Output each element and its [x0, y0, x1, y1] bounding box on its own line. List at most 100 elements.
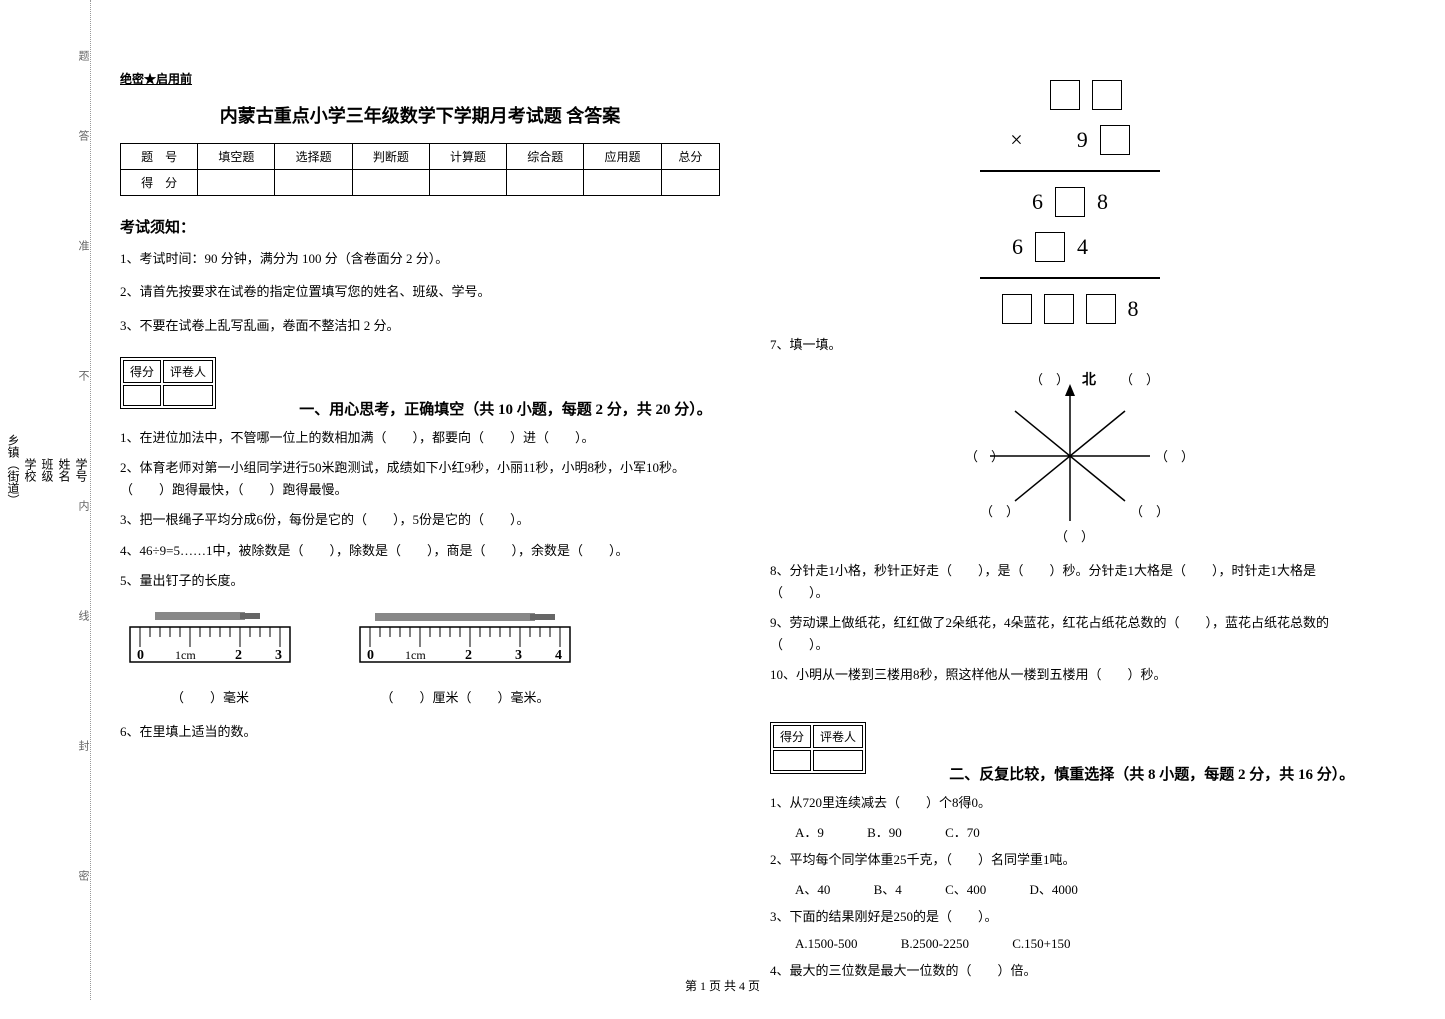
binding-field: 班级 — [39, 458, 56, 482]
table-header: 选择题 — [275, 144, 352, 170]
exam-title: 内蒙古重点小学三年级数学下学期月考试题 含答案 — [120, 102, 720, 128]
page-footer: 第 1 页 共 4 页 — [685, 977, 760, 994]
ruler-icon: 0 1cm 2 3 4 — [350, 607, 580, 677]
table-row: 题 号 填空题 选择题 判断题 计算题 综合题 应用题 总分 — [121, 144, 720, 170]
svg-text:3: 3 — [275, 648, 282, 663]
binding-marker: 密 — [75, 870, 91, 881]
notice-item: 1、考试时间：90 分钟，满分为 100 分（含卷面分 2 分）。 — [120, 247, 720, 270]
mult-row: 6 4 — [1012, 232, 1088, 262]
blank-box — [1092, 80, 1122, 110]
table-cell — [661, 170, 719, 196]
choice: C、400 — [945, 879, 986, 898]
grader-reviewer: 评卷人 — [163, 360, 213, 383]
ruler-answer: （ ）毫米 — [120, 687, 300, 706]
svg-text:（ ）: （ ） — [965, 449, 1004, 464]
choice-row: A．9 B．90 C．70 — [795, 822, 1370, 841]
table-cell — [352, 170, 429, 196]
ruler-container: 0 1cm 2 3 （ ）毫米 — [120, 607, 720, 706]
svg-text:（ ）: （ ） — [980, 504, 1019, 519]
question: 3、下面的结果刚好是250的是（ ）。 — [770, 906, 1370, 928]
choice: A．9 — [795, 822, 824, 841]
mult-sign: × — [1010, 127, 1022, 153]
choice: B、4 — [874, 879, 902, 898]
divider-line — [980, 170, 1160, 172]
choice: A、40 — [795, 879, 830, 898]
table-header: 总分 — [661, 144, 719, 170]
binding-marker: 准 — [75, 240, 91, 251]
binding-marker: 内 — [75, 500, 91, 511]
right-column: × 9 6 8 6 4 8 7、 — [770, 70, 1370, 990]
mult-digit: 8 — [1097, 189, 1108, 215]
blank-box — [1086, 294, 1116, 324]
mult-digit: 6 — [1012, 234, 1023, 260]
section-title: 二、反复比较，慎重选择（共 8 小题，每题 2 分，共 16 分）。 — [949, 763, 1354, 784]
table-header: 题 号 — [121, 144, 198, 170]
table-cell — [584, 170, 661, 196]
choice: A.1500-500 — [795, 936, 857, 952]
choice: B．90 — [867, 822, 902, 841]
svg-text:4: 4 — [555, 648, 562, 663]
table-header: 综合题 — [507, 144, 584, 170]
confidential-mark: 绝密★启用前 — [120, 70, 720, 87]
mult-row: × 9 — [1010, 125, 1129, 155]
table-cell: 得 分 — [121, 170, 198, 196]
binding-field: 姓名 — [56, 458, 73, 482]
table-cell — [507, 170, 584, 196]
blank-box — [1055, 187, 1085, 217]
question: 4、46÷9=5……1中，被除数是（ ），除数是（ ），商是（ ），余数是（ ）… — [120, 540, 720, 562]
svg-text:（ ）: （ ） — [1155, 449, 1194, 464]
svg-text:（ ）: （ ） — [1130, 504, 1169, 519]
svg-text:（ ）: （ ） — [1120, 372, 1159, 387]
mult-digit: 6 — [1032, 189, 1043, 215]
svg-text:2: 2 — [465, 648, 472, 663]
binding-marker: 答 — [75, 130, 91, 141]
table-cell — [198, 170, 275, 196]
mult-row: 8 — [1002, 294, 1139, 324]
mult-digit: 9 — [1077, 127, 1088, 153]
multiplication-diagram: × 9 6 8 6 4 8 — [945, 80, 1195, 324]
binding-marker: 不 — [75, 370, 91, 381]
grader-score: 得分 — [773, 725, 811, 748]
question: 5、量出钉子的长度。 — [120, 570, 720, 592]
choice: D、4000 — [1029, 879, 1077, 898]
section-title: 一、用心思考，正确填空（共 10 小题，每题 2 分，共 20 分）。 — [299, 398, 712, 419]
svg-text:（ ）: （ ） — [1030, 372, 1069, 387]
ruler-block: 0 1cm 2 3 （ ）毫米 — [120, 607, 300, 706]
mult-row — [1018, 80, 1122, 110]
binding-field: 乡镇（街道） — [5, 434, 22, 506]
svg-text:3: 3 — [515, 648, 522, 663]
table-header: 填空题 — [198, 144, 275, 170]
grader-score: 得分 — [123, 360, 161, 383]
question: 6、在里填上适当的数。 — [120, 721, 720, 743]
table-cell — [429, 170, 506, 196]
table-header: 计算题 — [429, 144, 506, 170]
choice: C．70 — [945, 822, 980, 841]
blank-box — [1100, 125, 1130, 155]
question: 10、小明从一楼到三楼用8秒，照这样他从一楼到五楼用（ ）秒。 — [770, 664, 1370, 686]
choice-row: A.1500-500 B.2500-2250 C.150+150 — [795, 936, 1370, 952]
compass-icon: （ ） 北 （ ） （ ） （ ） （ ） （ ） （ ） — [920, 366, 1220, 546]
svg-text:2: 2 — [235, 648, 242, 663]
notice-item: 3、不要在试卷上乱写乱画，卷面不整洁扣 2 分。 — [120, 314, 720, 337]
binding-strip: 学号 姓名 班级 学校 乡镇（街道） — [30, 20, 90, 920]
svg-text:1cm: 1cm — [175, 648, 196, 662]
notice-item: 2、请首先按要求在试卷的指定位置填写您的姓名、班级、学号。 — [120, 280, 720, 303]
table-header: 应用题 — [584, 144, 661, 170]
blank-box — [1035, 232, 1065, 262]
mult-row: 6 8 — [1032, 187, 1108, 217]
binding-field: 学号 — [73, 458, 90, 482]
svg-text:北: 北 — [1082, 372, 1096, 388]
svg-text:（ ）: （ ） — [1055, 529, 1094, 544]
choice: C.150+150 — [1012, 936, 1070, 952]
left-column: 绝密★启用前 内蒙古重点小学三年级数学下学期月考试题 含答案 题 号 填空题 选… — [120, 70, 720, 990]
compass-diagram: （ ） 北 （ ） （ ） （ ） （ ） （ ） （ ） — [770, 366, 1370, 550]
table-row: 得 分 — [121, 170, 720, 196]
question: 4、最大的三位数是最大一位数的（ ）倍。 — [770, 960, 1370, 982]
question: 2、平均每个同学体重25千克，（ ）名同学重1吨。 — [770, 849, 1370, 871]
question: 2、体育老师对第一小组同学进行50米跑测试，成绩如下小红9秒，小丽11秒，小明8… — [120, 457, 720, 501]
notice-header: 考试须知： — [120, 216, 720, 237]
mult-digit: 8 — [1128, 296, 1139, 322]
ruler-icon: 0 1cm 2 3 — [120, 607, 300, 677]
question: 3、把一根绳子平均分成6份，每份是它的（ ），5份是它的（ ）。 — [120, 509, 720, 531]
question: 1、从720里连续减去（ ）个8得0。 — [770, 792, 1370, 814]
